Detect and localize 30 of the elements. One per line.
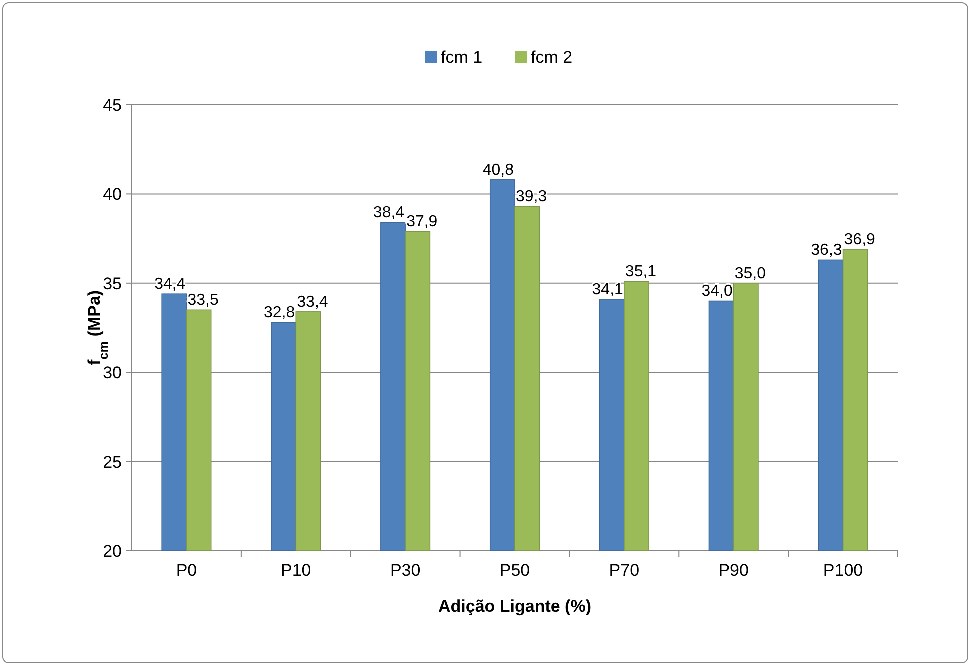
data-label: 33,5	[188, 292, 219, 310]
x-tick-label: P0	[176, 561, 198, 580]
data-label: 32,8	[264, 304, 296, 322]
x-tick-label: P50	[500, 561, 530, 580]
data-label: 40,8	[482, 162, 514, 179]
data-label: 34,1	[592, 281, 624, 298]
y-tick-label: 20	[103, 542, 122, 561]
data-label: 36,3	[811, 242, 842, 260]
x-tick-label: P70	[609, 561, 640, 580]
data-label: 35,0	[734, 265, 766, 282]
data-label: 36,9	[844, 232, 876, 249]
data-label: 33,4	[297, 294, 328, 311]
y-tick-label: 35	[103, 274, 122, 294]
data-label: 39,3	[516, 188, 548, 206]
legend-label: fcm 1	[441, 48, 483, 67]
y-tick-label: 40	[103, 185, 122, 204]
y-tick-label: 30	[103, 364, 122, 383]
data-label: 38,4	[373, 204, 405, 222]
x-tick-label: P90	[718, 561, 749, 580]
data-label: 34,4	[154, 276, 186, 294]
data-label: 37,9	[406, 214, 438, 231]
data-label: 34,0	[702, 283, 733, 300]
y-tick-label: 45	[103, 96, 122, 115]
x-axis-title: Adição Ligante (%)	[438, 597, 592, 616]
x-tick-label: P30	[390, 561, 421, 580]
x-tick-label: P100	[823, 561, 864, 580]
x-tick-label: P10	[281, 561, 312, 580]
y-tick-label: 25	[103, 452, 122, 472]
data-label: 35,1	[625, 264, 657, 281]
legend-label: fcm 2	[531, 48, 573, 67]
